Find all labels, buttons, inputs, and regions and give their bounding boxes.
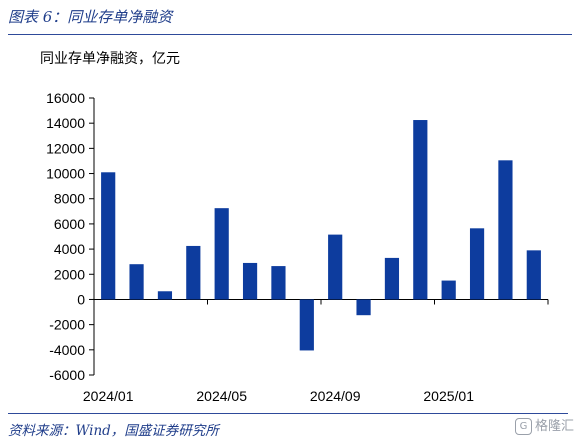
y-tick-label: 10000 (46, 166, 85, 182)
watermark-text: 格隆汇 (534, 419, 574, 434)
figure-title: 图表 6：同业存单净融资 (8, 8, 173, 26)
bar-2024-03 (157, 291, 173, 300)
chart-title: 同业存单净融资，亿元 (40, 51, 180, 67)
title-divider (8, 34, 572, 35)
bar-2025-04 (526, 250, 541, 300)
x-tick-label: 2025/01 (423, 388, 474, 404)
y-tick-label: -2000 (49, 317, 85, 333)
bar-2024-01 (101, 172, 116, 300)
bar-2025-03 (498, 160, 513, 300)
bar-2024-05 (214, 208, 229, 300)
bar-2024-07 (271, 266, 286, 300)
bar-2025-01 (441, 280, 456, 300)
bars-group (101, 120, 541, 351)
y-tick-label: 8000 (54, 191, 85, 207)
bar-2024-09 (328, 234, 343, 300)
watermark: G 格隆汇 (514, 415, 574, 435)
bar-2024-12 (413, 120, 428, 300)
bar-2024-02 (129, 264, 144, 300)
y-tick-label: -6000 (49, 367, 85, 383)
source-divider (8, 413, 568, 414)
y-tick-label: -4000 (49, 342, 85, 358)
y-tick-label: 14000 (46, 115, 85, 131)
y-tick-label: 4000 (54, 241, 85, 257)
watermark-logo-icon: G (514, 418, 532, 435)
y-tick-label: 2000 (54, 266, 85, 282)
bar-2024-10 (356, 299, 371, 316)
bar-2024-08 (299, 299, 314, 351)
y-tick-label: 12000 (46, 140, 85, 156)
y-tick-label: 0 (77, 291, 85, 307)
x-tick-label: 2024/05 (196, 388, 247, 404)
y-axis: -6000 -4000 -2000 0 2000 4000 6000 8000 10000 120… (46, 90, 95, 383)
x-tick-label: 2024/01 (83, 388, 134, 404)
source-note: 资料来源：Wind，国盛证券研究所 (8, 423, 219, 439)
y-tick-label: 6000 (54, 216, 85, 232)
x-axis: 2024/01 2024/05 2024/09 2025/01 (83, 298, 549, 404)
bar-2024-04 (186, 245, 201, 300)
bar-2024-11 (384, 257, 400, 300)
x-tick-label: 2024/09 (310, 388, 361, 404)
y-tick-label: 16000 (46, 90, 85, 106)
bar-2024-06 (242, 262, 258, 300)
bar-2025-02 (469, 228, 485, 300)
